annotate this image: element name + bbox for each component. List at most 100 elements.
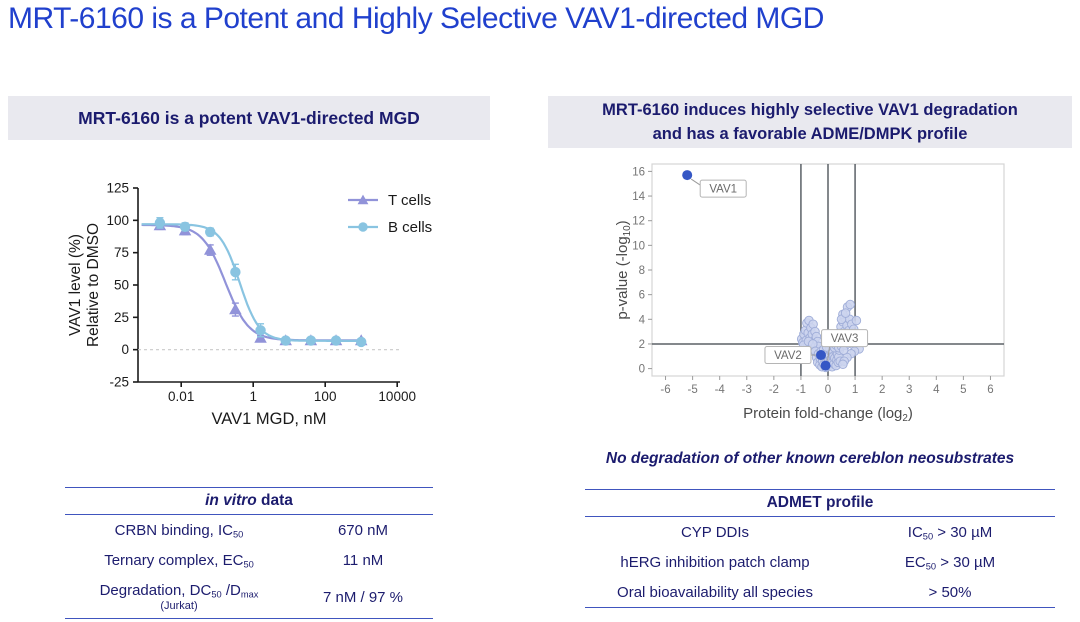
- in-vitro-table-row-label: Ternary complex, EC50: [104, 552, 254, 570]
- in-vitro-table-row-label: CRBN binding, IC50: [114, 522, 244, 540]
- svg-text:-1: -1: [796, 384, 806, 396]
- admet-table: ADMET profile CYP DDIs IC50 > 30 µM hERG in…: [585, 489, 1055, 608]
- svg-text:6: 6: [639, 290, 645, 302]
- svg-text:-4: -4: [715, 384, 726, 396]
- volcano-svg: -6 -5 -4 -3 -2 -1 0 1 2 3 4 5 60246810121416VAV1VAV2…: [614, 163, 1005, 424]
- admet-table-row: Oral bioavailability all species > 50%: [585, 577, 1055, 607]
- svg-text:25: 25: [114, 310, 129, 325]
- b-cells-point: [255, 325, 266, 336]
- b-cells-point: [356, 336, 367, 348]
- svg-text:10: 10: [632, 240, 645, 252]
- svg-text:12: 12: [632, 216, 645, 228]
- svg-text:75: 75: [114, 245, 129, 260]
- svg-text:2: 2: [639, 339, 645, 351]
- svg-text:4: 4: [933, 384, 940, 396]
- dose-y-axis-label: VAV1 level (%) Relative to DMSO: [67, 223, 102, 347]
- label-vav1: VAV1: [699, 179, 747, 198]
- in-vitro-table-row-label: Degradation, DC50 /Dmax (Jurkat): [65, 582, 293, 612]
- svg-text:-25: -25: [109, 374, 129, 389]
- dose-axes: [137, 188, 400, 383]
- svg-text:1: 1: [249, 389, 257, 404]
- right-panel-header: MRT-6160 induces highly selective VAV1 d…: [548, 96, 1072, 148]
- svg-text:16: 16: [632, 166, 645, 178]
- volcano-y-axis-label: p-value (-log10​): [614, 220, 633, 319]
- b-cells-point: [154, 217, 166, 229]
- admet-table-row: hERG inhibition patch clamp EC50 > 30 µM: [585, 547, 1055, 577]
- series-t-cells: [141, 219, 368, 346]
- in-vitro-table-row-value: 11 nM: [342, 552, 384, 569]
- svg-text:Relative to DMSO: Relative to DMSO: [85, 223, 102, 347]
- in-vitro-table-row-note: (Jurkat): [160, 600, 198, 612]
- admet-table-row: CYP DDIs IC50 > 30 µM: [585, 517, 1055, 547]
- admet-table-row-value: IC50 > 30 µM: [907, 524, 993, 542]
- b-cells-point: [330, 335, 342, 346]
- legend-label: B cells: [388, 219, 432, 236]
- in-vitro-table-row: CRBN binding, IC50 670 nM: [65, 515, 433, 545]
- svg-text:1: 1: [852, 384, 858, 396]
- volcano-highlight-points: VAV1 VAV2 VAV3: [682, 170, 869, 371]
- t-cells-point: [203, 243, 217, 255]
- in-vitro-table-row-value: 7 nM / 97 %: [322, 588, 404, 606]
- dose-x-axis-label: VAV1 MGD, nM: [212, 410, 327, 428]
- b-cells-point: [179, 221, 191, 232]
- in-vitro-table-row-value: 670 nM: [337, 522, 389, 539]
- dose-response-chart: -25 0 25 50 75 100 125 0.01 1 100 10000 T cells B ce…: [18, 168, 518, 448]
- b-cells-point: [205, 226, 216, 238]
- admet-table-bottom-rule: [585, 607, 1055, 608]
- svg-text:0: 0: [121, 342, 129, 357]
- svg-text:VAV1: VAV1: [709, 184, 737, 196]
- volcano-x-axis-label: Protein fold-change (log2​): [743, 405, 913, 424]
- svg-text:8: 8: [639, 265, 645, 277]
- svg-text:50: 50: [114, 277, 129, 292]
- svg-text:0.01: 0.01: [168, 389, 194, 404]
- svg-text:2: 2: [879, 384, 885, 396]
- svg-text:0: 0: [639, 364, 645, 376]
- in-vitro-table-row: Ternary complex, EC50 11 nM: [65, 545, 433, 575]
- svg-text:14: 14: [632, 191, 645, 203]
- in-vitro-table-bottom-rule: [65, 618, 433, 619]
- b-cells-point: [280, 335, 291, 346]
- admet-table-row-label: Oral bioavailability all species: [617, 584, 813, 601]
- in-vitro-table-header: in vitro data: [65, 487, 433, 515]
- series-b-cells: [141, 217, 367, 348]
- left-panel-header-text: MRT-6160 is a potent VAV1-directed MGD: [78, 108, 420, 128]
- in-vitro-table: in vitro data CRBN binding, IC50 670 nM Ter…: [65, 487, 433, 619]
- label-vav2: VAV2: [764, 346, 812, 365]
- legend-circle-icon: [358, 222, 368, 232]
- svg-text:100: 100: [314, 389, 337, 404]
- svg-text:6: 6: [987, 384, 993, 396]
- admet-table-row-value: EC50 > 30 µM: [904, 554, 996, 572]
- left-panel-header: MRT-6160 is a potent VAV1-directed MGD: [8, 96, 490, 140]
- right-panel-header-line1: MRT-6160 induces highly selective VAV1 d…: [602, 101, 1018, 119]
- b-cells-point: [230, 266, 241, 278]
- svg-text:4: 4: [639, 314, 646, 326]
- cereblon-note: No degradation of other known cereblon n…: [605, 450, 1015, 467]
- svg-text:-5: -5: [687, 384, 697, 396]
- legend-triangle-icon: [357, 194, 369, 205]
- svg-text:VAV1 level (%): VAV1 level (%): [67, 234, 84, 336]
- label-vav3: VAV3: [821, 329, 869, 348]
- admet-table-row-label: CYP DDIs: [680, 524, 750, 541]
- svg-text:-3: -3: [742, 384, 752, 396]
- in-vitro-table-row: Degradation, DC50 /Dmax (Jurkat) 7 nM / 97…: [65, 575, 433, 618]
- svg-text:3: 3: [906, 384, 912, 396]
- volcano-plot: -6 -5 -4 -3 -2 -1 0 1 2 3 4 5 6 0 2 4 6 8 10 12 14 16 VAV1 VAV2…: [614, 158, 1034, 424]
- svg-text:VAV2: VAV2: [774, 350, 802, 362]
- legend-label: T cells: [388, 192, 431, 209]
- svg-text:10000: 10000: [378, 389, 416, 404]
- svg-text:-2: -2: [769, 384, 779, 396]
- admet-table-header: ADMET profile: [585, 489, 1055, 517]
- svg-text:VAV3: VAV3: [831, 333, 859, 345]
- highlight-point-vav1: [682, 170, 693, 181]
- highlight-point-vav2: [815, 350, 826, 361]
- svg-text:100: 100: [106, 213, 129, 228]
- svg-text:5: 5: [960, 384, 966, 396]
- dose-legend: T cells B cells: [348, 192, 432, 236]
- t-cells-point: [229, 303, 242, 315]
- page-title: MRT-6160 is a Potent and Highly Selectiv…: [8, 2, 824, 35]
- b-cells-point: [305, 335, 317, 346]
- right-panel-header-line2: and has a favorable ADME/DMPK profile: [652, 125, 968, 143]
- dose-response-svg: -25 0 25 50 75 100 125 0.01 1 100 10000 T cells B ce…: [67, 181, 432, 428]
